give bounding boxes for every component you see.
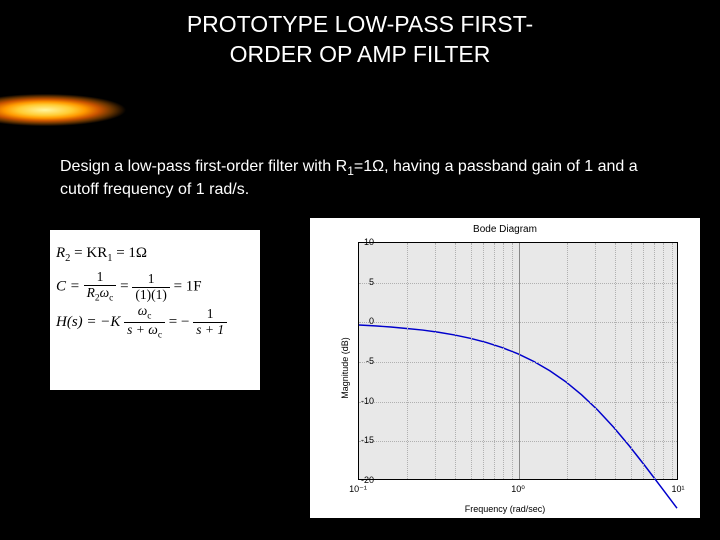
problem-description: Design a low-pass first-order filter wit… [60, 156, 660, 201]
gridline-v-minor [455, 243, 456, 479]
chart-title: Bode Diagram [310, 218, 700, 235]
chart-xlabel: Frequency (rad/sec) [310, 504, 700, 514]
xtick: 10⁰ [511, 484, 525, 495]
gridline-v-minor [567, 243, 568, 479]
xtick: 10⁻¹ [349, 484, 367, 495]
c-eq: = [116, 278, 132, 294]
ytick: 5 [344, 277, 374, 287]
gridline-v-minor [672, 243, 673, 479]
gridline-v-minor [615, 243, 616, 479]
gridline-v-minor [643, 243, 644, 479]
ytick: 0 [344, 316, 374, 326]
gridline-v-minor [471, 243, 472, 479]
c-lhs: C = [56, 278, 84, 294]
gridline-v-minor [483, 243, 484, 479]
gridline-v-minor [407, 243, 408, 479]
chart-ylabel: Magnitude (dB) [340, 337, 350, 399]
plot-area [358, 242, 678, 480]
gridline-v-minor [494, 243, 495, 479]
desc-pre: Design a low-pass first-order filter wit… [60, 158, 347, 175]
bode-chart: Bode Diagram Magnitude (dB) Frequency (r… [310, 218, 700, 518]
gridline-v-major [519, 243, 520, 479]
r2-mid: = KR [70, 245, 107, 261]
formula-block: R2 = KR1 = 1Ω C = 1R2ωc = 1(1)(1) = 1F H… [50, 230, 260, 390]
formula-r2: R2 = KR1 = 1Ω [56, 238, 254, 270]
desc-sub: 1 [347, 164, 354, 178]
xtick: 10¹ [671, 484, 684, 494]
gridline-v-minor [595, 243, 596, 479]
h-frac2: 1s + 1 [193, 307, 227, 338]
title-line-2: ORDER OP AMP FILTER [230, 41, 491, 67]
decorative-flare [0, 92, 280, 128]
formula-c: C = 1R2ωc = 1(1)(1) = 1F [56, 270, 254, 304]
ytick: -15 [344, 435, 374, 445]
h-frac1: ωcs + ωc [124, 304, 165, 341]
c-rhs: = 1F [170, 278, 202, 294]
c-frac2: 1(1)(1) [132, 272, 169, 303]
gridline-v-minor [512, 243, 513, 479]
gridline-v-minor [663, 243, 664, 479]
r2-R: R [56, 245, 65, 261]
gridline-v-minor [503, 243, 504, 479]
gridline-v-minor [435, 243, 436, 479]
h-lhs: H(s) = −K [56, 314, 120, 330]
title-line-1: PROTOTYPE LOW-PASS FIRST- [187, 11, 533, 37]
gridline-v-minor [654, 243, 655, 479]
ytick: 10 [344, 237, 374, 247]
ytick: -10 [344, 396, 374, 406]
slide-title: PROTOTYPE LOW-PASS FIRST- ORDER OP AMP F… [0, 0, 720, 70]
c-frac1: 1R2ωc [84, 270, 117, 304]
formula-h: H(s) = −K ωcs + ωc = − 1s + 1 [56, 304, 254, 341]
ytick: -5 [344, 356, 374, 366]
gridline-v-minor [631, 243, 632, 479]
h-eq2: = − [165, 314, 193, 330]
r2-rhs: = 1Ω [112, 245, 147, 261]
